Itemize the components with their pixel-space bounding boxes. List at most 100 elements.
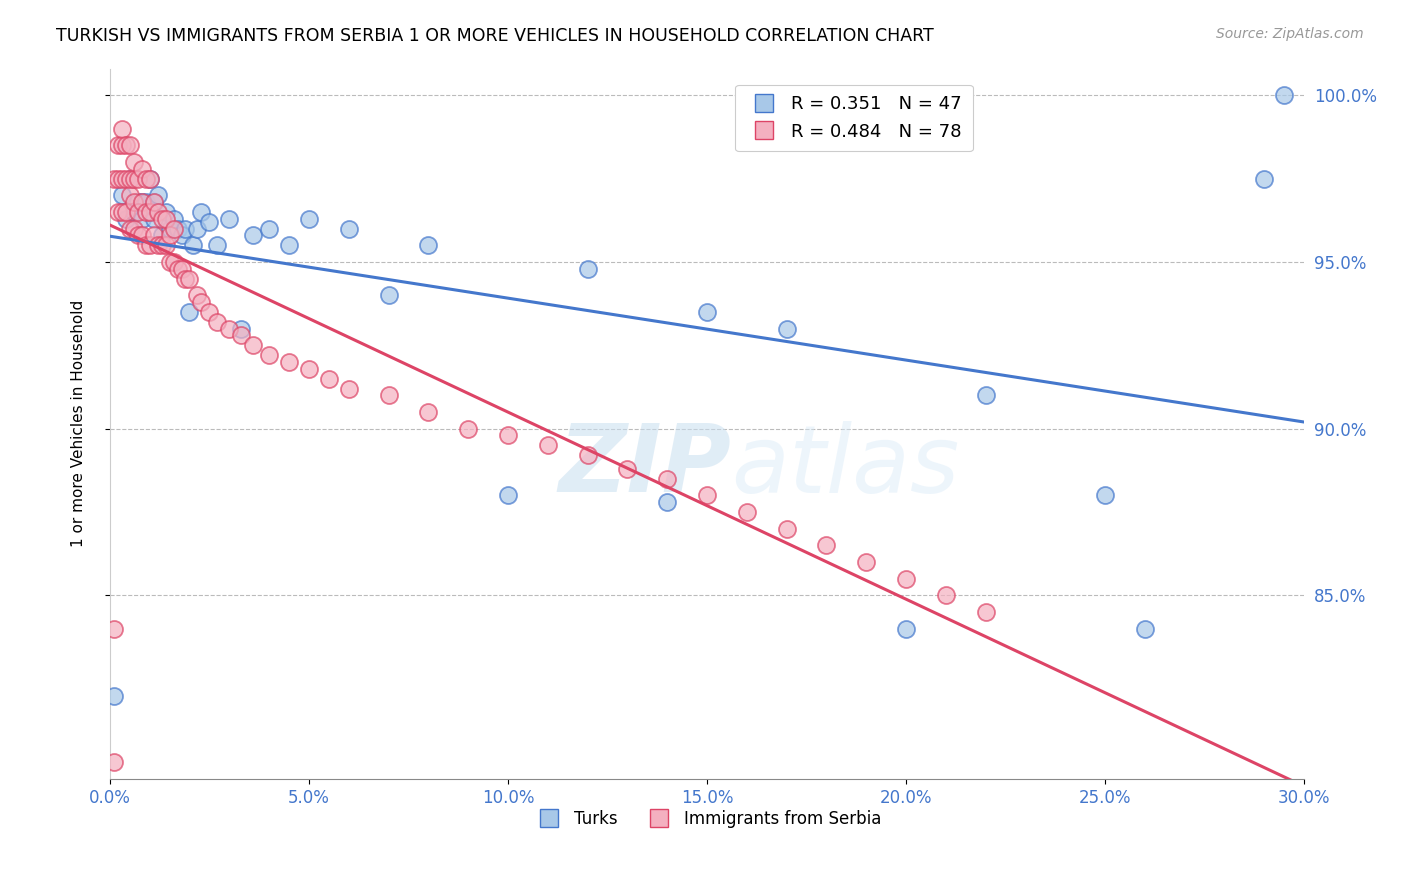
Point — [111, 188, 134, 202]
Point — [496, 428, 519, 442]
Point — [174, 221, 197, 235]
Point — [127, 194, 149, 209]
Text: Source: ZipAtlas.com: Source: ZipAtlas.com — [1216, 27, 1364, 41]
Point — [179, 305, 201, 319]
Point — [122, 171, 145, 186]
Point — [150, 211, 173, 226]
Point — [127, 228, 149, 243]
Point — [418, 238, 440, 252]
Point — [103, 171, 125, 186]
Point — [278, 238, 301, 252]
Point — [107, 138, 129, 153]
Point — [457, 422, 479, 436]
Point — [162, 221, 184, 235]
Point — [1133, 622, 1156, 636]
Point — [974, 605, 997, 619]
Point — [576, 449, 599, 463]
Point — [170, 228, 193, 243]
Point — [131, 228, 153, 243]
Point — [155, 238, 177, 252]
Point — [118, 221, 141, 235]
Point — [576, 261, 599, 276]
Point — [657, 495, 679, 509]
Point — [122, 221, 145, 235]
Point — [696, 305, 718, 319]
Point — [103, 622, 125, 636]
Point — [111, 171, 134, 186]
Point — [111, 121, 134, 136]
Point — [278, 355, 301, 369]
Point — [131, 161, 153, 176]
Point — [142, 194, 165, 209]
Point — [231, 321, 253, 335]
Point — [131, 194, 153, 209]
Point — [150, 228, 173, 243]
Point — [138, 238, 160, 252]
Point — [257, 348, 280, 362]
Point — [198, 215, 221, 229]
Point — [935, 589, 957, 603]
Point — [142, 211, 165, 226]
Point — [166, 261, 188, 276]
Point — [696, 488, 718, 502]
Point — [118, 171, 141, 186]
Point — [855, 555, 877, 569]
Point — [127, 171, 149, 186]
Point — [207, 315, 229, 329]
Point — [155, 205, 177, 219]
Point — [118, 171, 141, 186]
Point — [218, 211, 240, 226]
Point — [186, 288, 208, 302]
Point — [138, 205, 160, 219]
Point — [170, 261, 193, 276]
Point — [318, 372, 340, 386]
Point — [146, 238, 169, 252]
Point — [257, 221, 280, 235]
Point — [122, 155, 145, 169]
Point — [138, 171, 160, 186]
Point — [146, 188, 169, 202]
Point — [118, 188, 141, 202]
Point — [198, 305, 221, 319]
Point — [735, 505, 758, 519]
Point — [776, 522, 799, 536]
Point — [815, 538, 838, 552]
Point — [179, 271, 201, 285]
Text: ZIP: ZIP — [558, 420, 731, 512]
Point — [111, 138, 134, 153]
Point — [616, 461, 638, 475]
Point — [242, 228, 264, 243]
Point — [111, 205, 134, 219]
Point — [242, 338, 264, 352]
Point — [114, 171, 136, 186]
Text: atlas: atlas — [731, 421, 959, 512]
Point — [107, 205, 129, 219]
Point — [162, 211, 184, 226]
Point — [150, 238, 173, 252]
Point — [377, 288, 399, 302]
Point — [657, 472, 679, 486]
Point — [135, 171, 157, 186]
Point — [122, 205, 145, 219]
Point — [190, 205, 212, 219]
Point — [118, 138, 141, 153]
Point — [135, 205, 157, 219]
Point — [114, 205, 136, 219]
Point — [418, 405, 440, 419]
Point — [159, 221, 181, 235]
Point — [1253, 171, 1275, 186]
Point — [103, 756, 125, 770]
Point — [190, 295, 212, 310]
Point — [1094, 488, 1116, 502]
Point — [207, 238, 229, 252]
Point — [337, 382, 360, 396]
Point — [218, 321, 240, 335]
Point — [142, 228, 165, 243]
Point — [114, 138, 136, 153]
Legend: Turks, Immigrants from Serbia: Turks, Immigrants from Serbia — [526, 803, 889, 835]
Point — [114, 211, 136, 226]
Point — [298, 211, 321, 226]
Point — [231, 328, 253, 343]
Point — [183, 238, 205, 252]
Point — [159, 228, 181, 243]
